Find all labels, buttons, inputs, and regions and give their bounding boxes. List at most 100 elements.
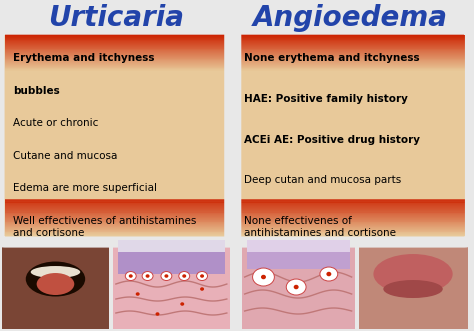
Bar	[5, 230, 230, 232]
Bar	[113, 239, 230, 329]
Bar	[5, 66, 230, 68]
Bar	[5, 218, 230, 220]
Ellipse shape	[164, 274, 168, 278]
Ellipse shape	[179, 271, 190, 280]
Bar	[5, 231, 230, 233]
Bar	[5, 60, 230, 61]
Bar	[236, 201, 465, 203]
Bar	[5, 227, 230, 229]
Bar	[5, 209, 230, 211]
Bar	[5, 233, 230, 235]
Ellipse shape	[286, 279, 306, 295]
Bar	[236, 39, 465, 41]
Bar	[236, 231, 465, 233]
Ellipse shape	[291, 240, 305, 252]
Bar	[236, 228, 465, 230]
Bar	[5, 40, 230, 42]
Ellipse shape	[333, 240, 346, 252]
Bar	[5, 213, 230, 215]
Bar	[236, 49, 465, 51]
Bar	[236, 232, 465, 234]
Ellipse shape	[327, 272, 331, 276]
Ellipse shape	[121, 240, 135, 252]
Bar	[236, 61, 465, 63]
Bar	[236, 50, 465, 52]
Bar	[236, 224, 465, 226]
Bar	[5, 69, 230, 71]
Bar	[5, 56, 230, 58]
Ellipse shape	[200, 287, 204, 291]
Ellipse shape	[182, 274, 186, 278]
Ellipse shape	[374, 254, 453, 294]
Bar	[5, 61, 230, 63]
Bar	[236, 203, 465, 205]
Bar	[236, 65, 465, 67]
Bar	[5, 215, 230, 217]
Bar	[5, 44, 230, 46]
Bar	[236, 220, 465, 221]
Bar	[236, 200, 465, 202]
Bar	[5, 41, 230, 43]
Bar	[5, 62, 230, 64]
Ellipse shape	[320, 267, 338, 281]
Bar	[5, 48, 230, 50]
Bar	[236, 44, 465, 46]
Bar	[236, 233, 465, 235]
Bar	[236, 213, 465, 215]
Bar	[236, 199, 465, 201]
Bar	[236, 220, 465, 222]
Bar	[236, 62, 465, 64]
Bar	[5, 64, 230, 66]
Bar	[118, 240, 225, 252]
Bar	[236, 207, 465, 209]
FancyBboxPatch shape	[230, 29, 471, 242]
Bar	[246, 240, 350, 252]
Ellipse shape	[155, 312, 159, 316]
Bar	[236, 202, 465, 204]
Bar	[5, 214, 230, 216]
Bar	[5, 68, 230, 70]
Text: ACEi AE: Positive drug history: ACEi AE: Positive drug history	[244, 135, 419, 145]
Ellipse shape	[26, 261, 85, 297]
Ellipse shape	[173, 240, 187, 252]
Bar	[236, 54, 465, 56]
Text: None erythema and itchyness: None erythema and itchyness	[244, 53, 419, 63]
Bar	[236, 67, 465, 69]
Bar	[5, 70, 230, 71]
Bar	[5, 219, 230, 221]
Ellipse shape	[142, 271, 153, 280]
Bar	[236, 47, 465, 49]
Bar	[236, 206, 465, 208]
Ellipse shape	[383, 280, 443, 298]
Bar	[236, 53, 465, 55]
Bar	[236, 42, 465, 44]
Bar	[5, 63, 230, 65]
Bar	[5, 200, 230, 202]
Bar	[236, 60, 465, 62]
Ellipse shape	[253, 268, 274, 286]
Bar	[236, 60, 465, 61]
Bar	[5, 230, 230, 231]
Text: HAE: Positive family history: HAE: Positive family history	[244, 94, 408, 104]
Bar	[236, 45, 465, 47]
Ellipse shape	[129, 274, 133, 278]
Text: bubbles: bubbles	[13, 86, 60, 96]
Bar	[236, 216, 465, 218]
Text: Erythema and itchyness: Erythema and itchyness	[13, 53, 155, 63]
Bar	[236, 234, 465, 236]
Bar	[236, 36, 465, 38]
Bar	[5, 55, 230, 57]
Bar	[236, 205, 465, 207]
Bar	[5, 51, 230, 53]
Bar	[5, 203, 230, 205]
Ellipse shape	[180, 302, 184, 306]
Text: None effectivenes of
antihistamines and cortisone: None effectivenes of antihistamines and …	[244, 216, 396, 238]
Bar	[246, 244, 350, 269]
Ellipse shape	[31, 266, 80, 278]
Bar	[5, 228, 230, 230]
Bar	[236, 58, 465, 60]
Bar	[5, 34, 230, 36]
Ellipse shape	[36, 273, 74, 295]
Bar	[5, 54, 230, 56]
Bar	[236, 56, 465, 58]
